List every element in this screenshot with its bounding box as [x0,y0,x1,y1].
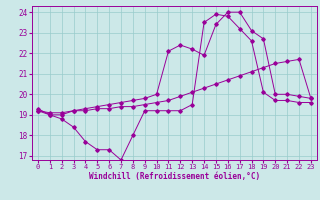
X-axis label: Windchill (Refroidissement éolien,°C): Windchill (Refroidissement éolien,°C) [89,172,260,181]
